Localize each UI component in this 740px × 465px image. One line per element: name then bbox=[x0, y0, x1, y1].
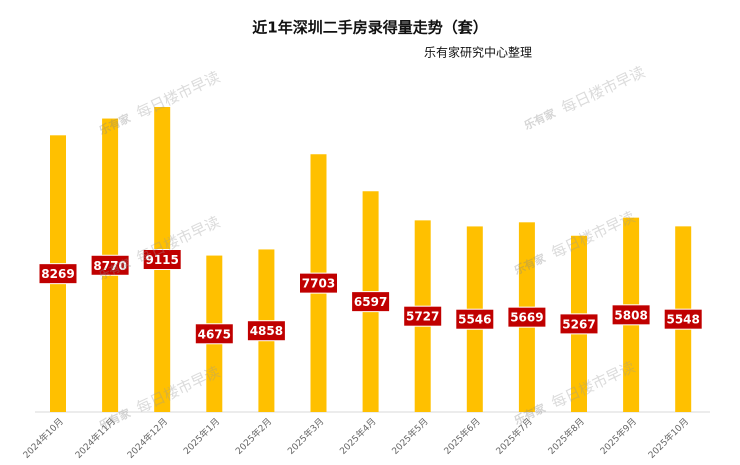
value-label-box bbox=[38, 263, 78, 285]
value-label: 5548 bbox=[666, 313, 699, 327]
value-label-box bbox=[403, 305, 443, 327]
value-label: 8770 bbox=[93, 259, 126, 273]
value-label: 4675 bbox=[198, 327, 231, 341]
value-label: 5727 bbox=[406, 310, 439, 324]
x-tick-label: 2025年9月 bbox=[598, 415, 639, 456]
chart-subtitle: 乐有家研究中心整理 bbox=[424, 45, 532, 60]
value-label-box bbox=[351, 291, 391, 313]
value-label-box bbox=[663, 308, 703, 330]
value-label-box bbox=[507, 306, 547, 328]
value-label-box bbox=[90, 254, 130, 276]
x-tick-label: 2025年6月 bbox=[441, 415, 482, 456]
x-tick-label: 2025年4月 bbox=[337, 415, 378, 456]
value-label: 5808 bbox=[614, 308, 647, 322]
value-label-box bbox=[299, 272, 338, 294]
x-tick-label: 2025年2月 bbox=[233, 415, 274, 456]
x-tick-label: 2025年10月 bbox=[646, 415, 692, 461]
value-label: 5669 bbox=[510, 311, 543, 325]
value-label: 5267 bbox=[562, 317, 595, 331]
value-label-box bbox=[246, 320, 286, 342]
value-label-box bbox=[194, 323, 234, 345]
watermark-logo: 乐有家 bbox=[522, 105, 559, 132]
chart-title: 近1年深圳二手房录得量走势（套） bbox=[252, 19, 487, 37]
value-label-box bbox=[611, 304, 651, 326]
x-tick-label: 2025年8月 bbox=[545, 415, 586, 456]
watermark-text: 每日楼市早读 bbox=[134, 68, 223, 122]
x-tick-label: 2025年1月 bbox=[181, 415, 222, 456]
value-label-box bbox=[559, 313, 599, 335]
value-label-box bbox=[142, 249, 182, 270]
x-tick-label: 2024年12月 bbox=[125, 415, 171, 461]
value-label: 9115 bbox=[145, 253, 178, 267]
value-label: 5546 bbox=[458, 313, 491, 327]
value-label: 4858 bbox=[250, 324, 283, 338]
x-tick-label: 2024年10月 bbox=[20, 415, 66, 461]
watermark-text: 每日楼市早读 bbox=[559, 63, 648, 117]
value-label: 8269 bbox=[41, 267, 74, 281]
value-label-box bbox=[455, 308, 495, 330]
x-tick-label: 2025年5月 bbox=[389, 415, 430, 456]
value-label: 7703 bbox=[302, 277, 335, 291]
x-tick-label: 2025年3月 bbox=[285, 415, 326, 456]
value-label: 6597 bbox=[354, 295, 387, 309]
